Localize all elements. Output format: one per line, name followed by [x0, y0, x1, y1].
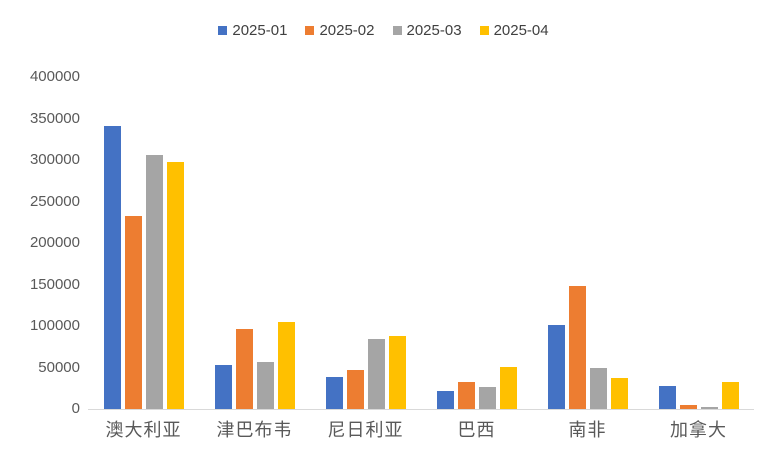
bar-2025-04-澳大利亚 [166, 161, 184, 409]
bar-group-澳大利亚 [88, 77, 199, 409]
bar-2025-04-南非 [610, 378, 628, 409]
legend-item-2025-04: 2025-04 [479, 22, 549, 39]
bar-2025-01-加拿大 [658, 385, 676, 409]
bar-group-南非 [532, 77, 643, 409]
y-axis-labels: 400000 350000 300000 250000 200000 150000 1000… [0, 68, 80, 418]
legend-swatch-icon [305, 26, 315, 35]
legend-swatch-icon [392, 26, 402, 35]
chart-legend: 2025-01 2025-02 2025-03 2025-04 [0, 22, 767, 39]
bar-2025-03-尼日利亚 [367, 339, 385, 409]
bar-2025-02-南非 [568, 286, 586, 409]
y-tick-label: 50000 [38, 358, 80, 376]
bar-2025-03-加拿大 [700, 407, 718, 409]
bar-2025-01-澳大利亚 [103, 125, 121, 409]
bar-2025-02-巴西 [457, 381, 475, 409]
bar-2025-04-津巴布韦 [277, 321, 295, 409]
bar-group-巴西 [421, 77, 532, 409]
y-tick-label: 300000 [29, 151, 80, 168]
bar-group-加拿大 [643, 77, 754, 409]
bar-group-津巴布韦 [199, 77, 310, 409]
legend-swatch-icon [218, 26, 228, 35]
y-tick-label: 350000 [29, 109, 80, 127]
plot-area [88, 77, 754, 410]
y-tick-label: 100000 [29, 317, 80, 334]
bar-2025-03-津巴布韦 [256, 361, 274, 409]
x-category-label: 澳大利亚 [105, 420, 182, 440]
bar-2025-02-加拿大 [679, 404, 697, 409]
bar-2025-01-津巴布韦 [214, 365, 232, 409]
y-tick-label: 0 [71, 400, 80, 417]
bar-2025-02-尼日利亚 [346, 370, 364, 409]
y-tick-label: 400000 [29, 68, 80, 85]
bar-2025-01-尼日利亚 [325, 377, 343, 409]
bar-2025-04-巴西 [499, 366, 517, 409]
bar-2025-01-巴西 [436, 390, 454, 409]
legend-item-2025-02: 2025-02 [305, 22, 375, 39]
bar-2025-02-澳大利亚 [124, 215, 142, 409]
y-tick-label: 250000 [29, 192, 80, 210]
legend-label: 2025-03 [406, 22, 462, 39]
bar-2025-03-澳大利亚 [145, 155, 163, 409]
x-axis-labels: 澳大利亚 津巴布韦 尼日利亚 巴西 南非 加拿大 [88, 416, 754, 442]
bar-2025-01-南非 [547, 325, 565, 409]
legend-item-2025-03: 2025-03 [392, 22, 462, 39]
legend-label: 2025-02 [319, 22, 375, 39]
x-category-label: 加拿大 [670, 420, 727, 440]
x-category-label: 津巴布韦 [216, 420, 293, 440]
x-category-label: 南非 [568, 420, 607, 440]
bar-2025-04-加拿大 [721, 382, 739, 409]
legend-item-2025-01: 2025-01 [218, 22, 287, 39]
legend-label: 2025-01 [232, 22, 288, 39]
bar-2025-04-尼日利亚 [388, 335, 406, 409]
legend-label: 2025-04 [493, 22, 549, 39]
bar-2025-03-巴西 [478, 387, 496, 409]
y-tick-label: 150000 [29, 275, 80, 293]
bar-group-尼日利亚 [310, 77, 421, 409]
bar-2025-02-津巴布韦 [235, 329, 253, 409]
bar-2025-03-南非 [589, 368, 607, 409]
x-category-label: 尼日利亚 [327, 420, 404, 440]
legend-swatch-icon [479, 26, 489, 35]
x-category-label: 巴西 [457, 420, 496, 440]
y-tick-label: 200000 [29, 234, 80, 251]
